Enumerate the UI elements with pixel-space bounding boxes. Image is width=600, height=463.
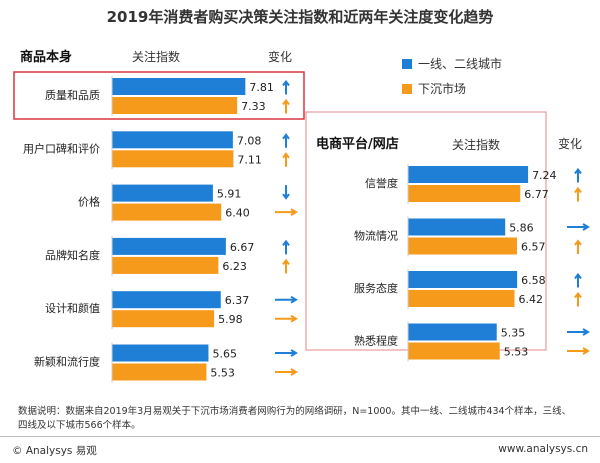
left-bar-series1 (112, 184, 213, 202)
left-change-arrow (282, 133, 290, 148)
left-change-arrow (275, 314, 298, 323)
left-category-label: 品牌知名度 (45, 248, 100, 262)
right-bar-series1 (408, 166, 529, 183)
right-change-arrow (574, 186, 582, 202)
left-value-label: 7.08 (237, 134, 262, 147)
left-category-label: 新颖和流行度 (34, 355, 100, 369)
left-value-label: 5.65 (212, 348, 237, 361)
left-category-label: 质量和品质 (45, 89, 100, 102)
right-change-arrow (574, 167, 582, 183)
right-change-arrow (574, 239, 582, 254)
footer-divider (0, 436, 600, 437)
right-change-arrow (574, 272, 582, 288)
footer-brand: © Analysys 易观 (12, 445, 97, 457)
left-bar-series2 (112, 97, 238, 114)
left-change-arrow (275, 295, 298, 304)
right-category-label: 物流情况 (354, 229, 398, 243)
left-col-change-header: 变化 (268, 50, 293, 64)
left-bar-series2 (112, 203, 222, 221)
right-value-label: 5.86 (509, 222, 534, 235)
left-bar-series1 (112, 344, 209, 362)
left-change-arrow (282, 239, 290, 255)
right-value-label: 5.35 (501, 327, 525, 340)
right-col-change-header: 变化 (558, 137, 583, 151)
left-bar-series2 (112, 256, 219, 274)
right-change-arrow (567, 347, 590, 355)
left-value-label: 6.67 (230, 241, 255, 254)
left-category-label: 设计和颜值 (45, 302, 100, 315)
left-category-label: 价格 (78, 195, 100, 209)
left-bar-series1 (112, 291, 221, 309)
left-col-index-header: 关注指数 (132, 50, 181, 64)
right-value-label: 6.58 (521, 274, 546, 287)
left-value-label: 6.37 (225, 294, 250, 307)
left-panel-title: 商品本身 (20, 50, 73, 65)
right-bar-series2 (408, 342, 500, 360)
right-change-arrow (574, 291, 582, 307)
left-value-label: 7.33 (241, 100, 266, 113)
right-bar-series1 (408, 323, 497, 341)
legend-swatch-series1 (402, 59, 412, 69)
left-value-label: 7.11 (237, 153, 262, 166)
right-change-arrow (567, 223, 590, 231)
right-value-label: 6.77 (524, 188, 549, 201)
data-note: 数据说明：数据来自2019年3月易观关于下沉市场消费者网购行为的网络调研，N=1… (18, 406, 572, 431)
left-change-arrow (282, 79, 290, 95)
left-bar-series1 (112, 78, 246, 95)
right-bar-series2 (408, 237, 517, 255)
right-bar-series1 (408, 271, 518, 288)
left-bar-series1 (112, 237, 226, 255)
right-value-label: 6.42 (518, 293, 543, 306)
right-change-arrow (567, 328, 590, 336)
left-category-label: 用户口碑和评价 (23, 141, 100, 155)
right-value-label: 6.57 (521, 241, 546, 254)
left-value-label: 7.81 (249, 81, 274, 94)
left-value-label: 5.91 (217, 188, 242, 201)
footer-url: www.analysys.cn (498, 443, 588, 455)
left-change-arrow (282, 152, 290, 167)
left-change-arrow (275, 208, 298, 216)
right-category-label: 信誉度 (365, 176, 398, 190)
right-panel-title: 电商平台/网店 (316, 137, 399, 152)
legend-swatch-series2 (402, 84, 412, 94)
right-col-index-header: 关注指数 (452, 138, 501, 152)
right-bar-series2 (408, 185, 521, 202)
right-value-label: 5.53 (504, 346, 528, 359)
left-value-label: 6.40 (225, 207, 250, 220)
left-change-arrow (282, 258, 290, 274)
left-value-label: 6.23 (222, 260, 247, 273)
legend-label-series1: 一线、二线城市 (418, 57, 503, 71)
right-bar-series1 (408, 218, 506, 236)
left-value-label: 5.98 (218, 313, 243, 326)
chart-canvas: 质量和品质 7.81 7.33 用户口碑和评价 7.08 7.11 价格 5.91 6.40 品牌… (13, 71, 590, 383)
left-bar-series2 (112, 150, 234, 168)
left-change-arrow (282, 185, 290, 200)
right-bar-series2 (408, 290, 515, 307)
right-category-label: 服务态度 (354, 281, 398, 295)
left-change-arrow (275, 368, 298, 376)
left-value-label: 5.53 (210, 367, 235, 380)
right-category-label: 熟悉程度 (354, 334, 398, 348)
left-bar-series1 (112, 131, 233, 149)
legend-label-series2: 下沉市场 (418, 82, 467, 96)
highlight-box-quality (13, 71, 305, 120)
main-title: 2019年消费者购买决策关注指数和近两年关注度变化趋势 (106, 8, 494, 26)
left-bar-series2 (112, 310, 215, 328)
right-value-label: 7.24 (532, 169, 557, 182)
left-bar-series2 (112, 363, 207, 381)
left-change-arrow (275, 349, 298, 357)
left-change-arrow (282, 98, 290, 114)
